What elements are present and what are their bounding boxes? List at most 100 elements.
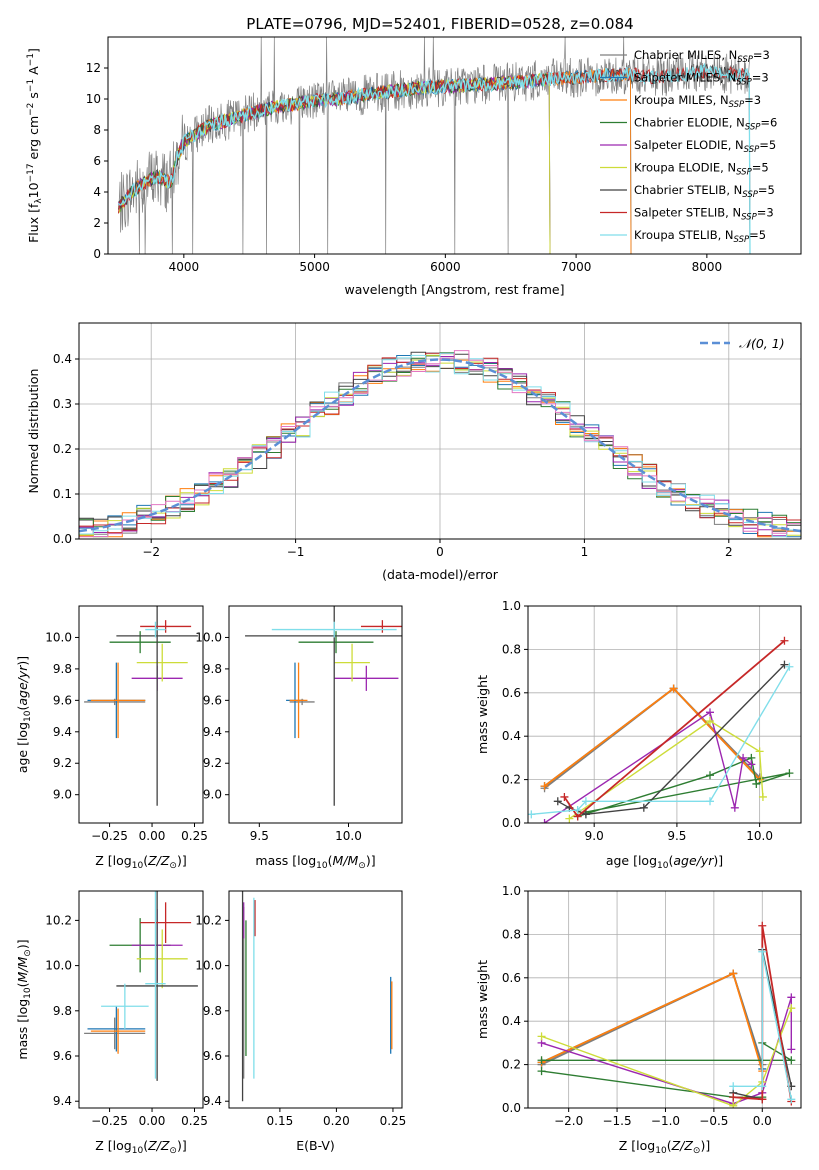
y-tick-label: 9.4 xyxy=(53,725,72,739)
weight-line-salpeter_stelib xyxy=(563,640,786,818)
legend-label-kroupa_elodie: Kroupa ELODIE, NSSP=5 xyxy=(634,161,769,178)
x-tick-label: 10.0 xyxy=(335,829,362,843)
gaussian-legend-label: 𝒩(0, 1) xyxy=(739,336,785,351)
y-tick-label: 0.2 xyxy=(53,442,72,456)
x-tick-label: 0.25 xyxy=(181,1114,208,1128)
y-tick-label: 10 xyxy=(86,92,101,106)
weight-line-chabrier_elodie xyxy=(577,756,790,818)
x-axis-label: Z [log10(Z/Z⊙)] xyxy=(619,1138,710,1156)
y-axis-label: mass weight xyxy=(475,960,490,1039)
weight-line-kroupa_stelib xyxy=(733,951,792,1100)
x-tick-label: 0.00 xyxy=(139,829,166,843)
x-tick-label: −0.5 xyxy=(699,1114,728,1128)
y-tick-label: 0.2 xyxy=(502,1058,521,1072)
gaussian-curve xyxy=(79,358,801,533)
y-tick-label: 10.2 xyxy=(195,913,222,927)
axes: 9.0 9.5 10.0 0.0 0.2 0.4 0.6 0.8 1.0 age [log10(a… xyxy=(475,599,802,871)
y-tick-label: 0.6 xyxy=(502,971,521,985)
weight-marker-kroupa_stelib xyxy=(785,662,794,671)
weight-marker-kroupa_stelib xyxy=(787,1095,796,1104)
legend-label-chabrier_miles: Chabrier MILES, NSSP=3 xyxy=(634,48,770,65)
legend-label-chabrier_stelib: Chabrier STELIB, NSSP=5 xyxy=(634,183,775,200)
plot-area xyxy=(117,37,751,254)
x-tick-label: 9.5 xyxy=(250,829,269,843)
weight-marker-salpeter_elodie xyxy=(787,1045,796,1054)
figure-title: PLATE=0796, MJD=52401, FIBERID=0528, z=0… xyxy=(246,15,633,33)
y-tick-label: 2 xyxy=(93,216,101,230)
model-line-kroupa_stelib xyxy=(117,62,751,254)
y-tick-label: 8 xyxy=(93,123,101,137)
weight-marker-kroupa_elodie xyxy=(565,814,574,823)
axes: 9.5 10.0 9.0 9.2 9.4 9.6 9.8 10.0 mass [log10(M/… xyxy=(195,605,403,871)
model-line-kroupa_elodie xyxy=(118,72,551,254)
x-tick-label: 2 xyxy=(725,545,733,559)
weight-marker-chabrier_stelib xyxy=(780,660,789,669)
y-tick-label: 0.4 xyxy=(53,352,72,366)
x-tick-label: 1 xyxy=(581,545,589,559)
plot-area xyxy=(84,891,198,1081)
spectrum-legend: Chabrier MILES, NSSP=3 Salpeter MILES, NS… xyxy=(600,48,777,245)
weight-marker-chabrier_stelib xyxy=(581,810,590,819)
y-axis-label: mass weight xyxy=(475,675,490,754)
y-tick-label: 10.0 xyxy=(45,630,72,644)
histogram-step-9 xyxy=(79,350,801,538)
weight-line-kroupa_elodie xyxy=(541,1007,792,1107)
weight-marker-chabrier_elodie xyxy=(787,1056,796,1065)
plot-area xyxy=(84,606,198,806)
y-axis-label: age [log10(age/yr)] xyxy=(15,656,33,773)
x-axis-label: Z [log10(Z/Z⊙)] xyxy=(95,1138,186,1156)
x-tick-label: 7000 xyxy=(561,260,592,274)
legend-label-salpeter_elodie: Salpeter ELODIE, NSSP=5 xyxy=(634,138,776,155)
x-tick-label: 6000 xyxy=(430,260,461,274)
x-tick-label: −1.0 xyxy=(651,1114,680,1128)
axes: −2 −1 0 1 2 0.0 0.1 0.2 0.3 0.4 𝒩(0, 1) (data-model… xyxy=(26,322,802,582)
y-tick-label: 6 xyxy=(93,154,101,168)
axes: −0.25 0.00 0.25 9.0 9.2 9.4 9.6 9.8 10.0 Z [log10… xyxy=(15,605,208,871)
y-tick-label: 1.0 xyxy=(502,599,521,613)
y-tick-label: 9.8 xyxy=(203,662,222,676)
axes: 0.15 0.20 0.25 9.4 9.6 9.8 10.0 10.2 E(B-V) xyxy=(195,890,406,1153)
weight-marker-salpeter_elodie xyxy=(730,803,739,812)
axes-frame xyxy=(228,890,403,1109)
legend-label-chabrier_elodie: Chabrier ELODIE, NSSP=6 xyxy=(634,116,777,133)
y-tick-label: 0 xyxy=(93,247,101,261)
y-tick-label: 10.0 xyxy=(195,959,222,973)
weight-line-kroupa_miles xyxy=(541,972,764,1072)
weight-marker-kroupa_stelib xyxy=(706,797,714,806)
weight-marker-kroupa_miles xyxy=(729,969,738,978)
x-tick-label: 0.15 xyxy=(267,1114,294,1128)
panel-residuals: −2 −1 0 1 2 0.0 0.1 0.2 0.3 0.4 𝒩(0, 1) (data-model… xyxy=(26,322,802,582)
y-tick-label: 0.6 xyxy=(502,686,521,700)
y-tick-label: 10.2 xyxy=(45,913,72,927)
y-tick-label: 9.2 xyxy=(203,756,222,770)
weight-marker-kroupa_elodie xyxy=(787,1004,796,1013)
weight-marker-kroupa_stelib xyxy=(758,947,767,956)
axes-frame xyxy=(228,605,403,824)
x-tick-label: 0.00 xyxy=(139,1114,166,1128)
x-tick-label: 0 xyxy=(436,545,444,559)
weight-marker-kroupa_elodie xyxy=(755,747,764,756)
weight-marker-kroupa_stelib xyxy=(528,810,536,819)
plot-area xyxy=(245,606,402,806)
y-tick-label: 4 xyxy=(93,185,101,199)
y-tick-label: 0.8 xyxy=(502,927,521,941)
weight-marker-salpeter_stelib xyxy=(560,792,569,801)
x-tick-label: 0.25 xyxy=(181,829,208,843)
weight-marker-salpeter_elodie xyxy=(739,753,748,762)
weight-marker-salpeter_stelib xyxy=(729,1093,738,1102)
x-tick-label: −0.25 xyxy=(91,1114,128,1128)
panel-spectrum: 4000 5000 6000 7000 8000 0 2 4 6 8 10 12 wavelength … xyxy=(26,36,802,297)
x-axis-label: age [log10(age/yr)] xyxy=(606,853,723,871)
y-tick-label: 0.0 xyxy=(502,1101,521,1115)
y-tick-label: 9.6 xyxy=(203,693,222,707)
x-tick-label: 0.20 xyxy=(323,1114,350,1128)
weight-marker-kroupa_elodie xyxy=(706,717,714,726)
weight-marker-chabrier_stelib xyxy=(553,797,562,806)
x-axis-label: Z [log10(Z/Z⊙)] xyxy=(95,853,186,871)
x-tick-label: 9.0 xyxy=(585,829,604,843)
y-tick-label: 9.4 xyxy=(53,1094,72,1108)
y-tick-label: 12 xyxy=(86,61,101,75)
weight-marker-salpeter_elodie xyxy=(787,993,796,1002)
axes-frame xyxy=(527,890,802,1109)
plot-area xyxy=(79,350,801,538)
